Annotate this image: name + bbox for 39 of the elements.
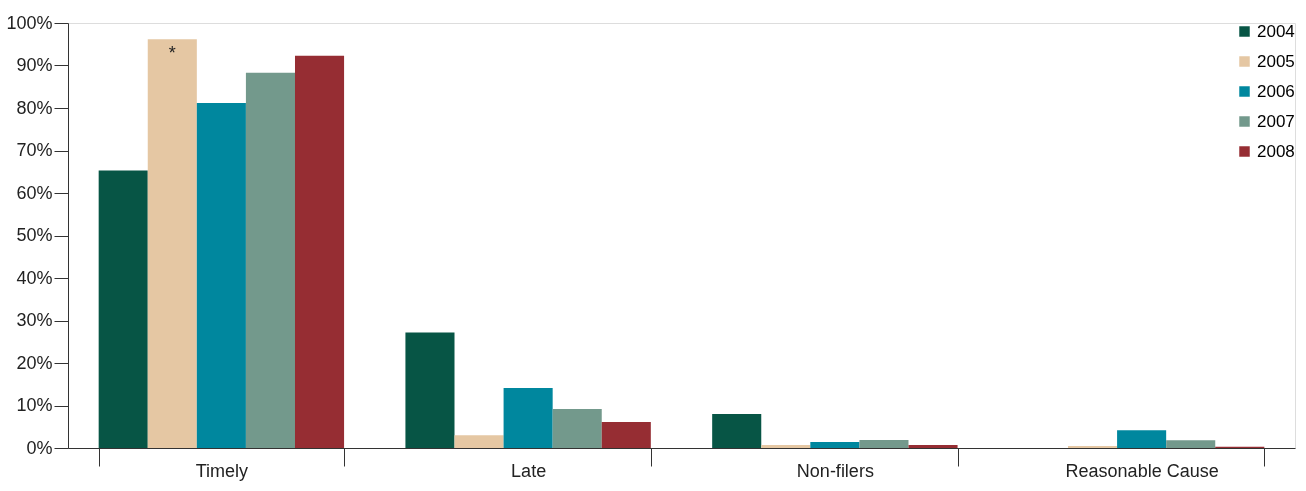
y-tick-label: 50% [16,225,53,245]
bar [196,102,246,448]
bar [859,439,909,448]
bar [454,435,504,448]
bar [98,170,148,448]
x-tick-label: Late [511,460,547,481]
y-tick-label: 60% [16,182,53,203]
bar [295,55,345,448]
bar [601,422,651,448]
bar [1117,430,1167,448]
legend-label: 2005 [1257,51,1295,71]
bar [712,414,762,448]
legend-label: 2008 [1257,141,1295,161]
y-tick-label: 20% [16,352,53,373]
annotation: * [168,43,176,64]
bar [552,408,602,448]
x-tick-label: Reasonable Cause [1065,460,1219,481]
bar [810,442,860,448]
x-tick-label: Non-filers [796,460,874,481]
bar [405,332,455,448]
y-tick-label: 70% [16,140,53,160]
x-tick-label: Timely [195,460,249,481]
bar [147,39,197,448]
bar [1166,440,1216,448]
legend-label: 2006 [1257,81,1295,101]
y-tick-label: 80% [16,97,53,118]
y-tick-label: 90% [16,55,53,75]
y-tick-label: 10% [16,395,53,415]
y-tick-label: 30% [16,310,53,330]
bar [245,72,295,448]
y-tick-label: 40% [16,267,53,288]
bar [503,388,553,448]
bar [908,445,958,448]
y-tick-label: 0% [26,437,53,458]
bar [1068,445,1118,448]
bar [761,445,811,448]
y-tick-label: 100% [6,12,53,33]
legend-label: 2004 [1257,21,1295,41]
legend-label: 2007 [1257,111,1295,131]
